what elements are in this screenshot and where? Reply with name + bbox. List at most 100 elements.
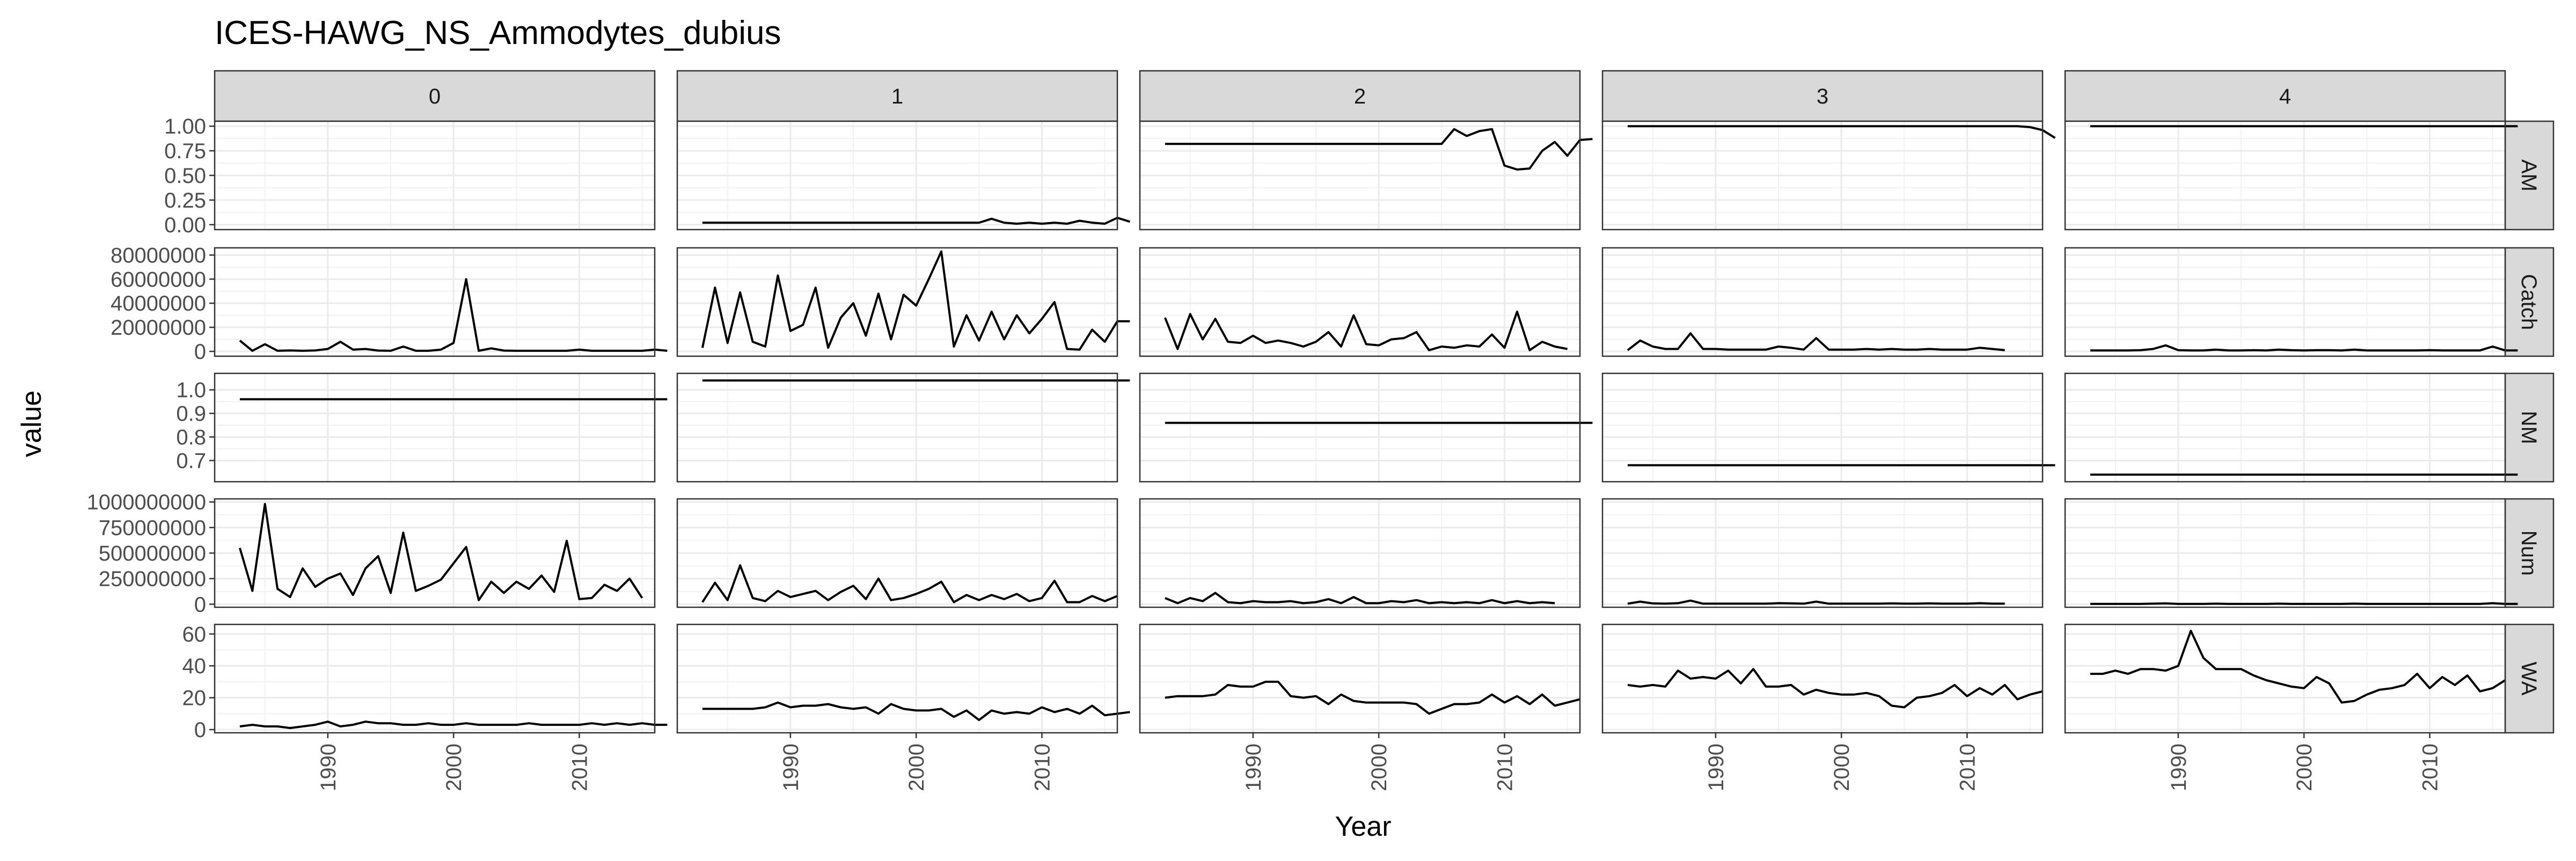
y-tick-label: 1.00 (164, 115, 206, 138)
panel-AM-4 (2064, 120, 2518, 231)
series-line-WA-0 (239, 720, 668, 730)
panel-border (676, 247, 1118, 357)
panel-AM-2 (1139, 120, 1593, 231)
panel-NM-3 (1601, 372, 2055, 483)
facet-strip-label-row-NM: NM (2517, 411, 2541, 444)
panel-border (1601, 120, 2044, 231)
series-line-AM-1 (702, 217, 1130, 225)
x-tick-label: 2010 (2418, 744, 2442, 791)
panel-border (214, 372, 656, 483)
facet-grid: 0 1 2 3 4AM0.000.250.500.751.00Catch02000000… (87, 70, 2555, 791)
panel-background (1140, 624, 1580, 733)
panel-AM-3 (1601, 120, 2056, 231)
y-tick-label: 500000000 (99, 542, 206, 565)
panel-border (1139, 498, 1581, 608)
panel-background (677, 248, 1117, 356)
panel-background (677, 373, 1117, 482)
facet-strip-row-NM (2504, 372, 2555, 483)
y-tick-label: 750000000 (99, 516, 206, 540)
panel-Num-4 (2064, 498, 2518, 608)
x-tick-label: 1990 (317, 744, 340, 791)
y-tick-label: 0.75 (164, 139, 206, 163)
facet-strip-col-0 (214, 70, 656, 122)
x-tick-label: 2010 (1030, 744, 1054, 791)
panel-border (676, 623, 1118, 734)
panel-Catch-2 (1139, 247, 1581, 357)
panel-WA-4 (2064, 623, 2506, 734)
panel-border (1601, 372, 2044, 483)
panel-border (1139, 372, 1581, 483)
panel-border (2064, 498, 2506, 608)
panel-background (215, 373, 655, 482)
panel-border (1139, 247, 1581, 357)
y-tick-label: 0.25 (164, 189, 206, 212)
panel-border (1139, 623, 1581, 734)
series-line-Catch-4 (2090, 344, 2518, 352)
panel-WA-2 (1139, 623, 1581, 734)
panel-NM-4 (2064, 372, 2518, 483)
x-tick-label: 1990 (1704, 744, 1728, 791)
series-line-Num-0 (238, 503, 643, 601)
x-tick-label: 1990 (779, 744, 803, 791)
series-line-WA-2 (1165, 680, 1580, 715)
series-line-WA-1 (702, 701, 1130, 722)
panel-background (215, 624, 655, 733)
y-tick-label: 40 (182, 654, 207, 678)
panel-WA-0 (214, 623, 668, 734)
panel-border (2064, 623, 2506, 734)
y-tick-label: 20 (182, 687, 207, 710)
panel-NM-1 (676, 372, 1130, 483)
y-axis-title: value (16, 391, 47, 457)
panel-background (215, 248, 655, 356)
y-tick-label: 0.9 (176, 402, 206, 426)
facet-strip-label-row-WA: WA (2517, 662, 2541, 696)
panel-NM-0 (214, 372, 668, 483)
panel-background (1602, 248, 2043, 356)
x-axis-title: Year (1335, 811, 1391, 842)
y-tick-label: 1000000000 (87, 491, 206, 514)
y-tick-label: 0.50 (164, 164, 206, 188)
panel-background (2065, 624, 2505, 733)
panel-border (676, 498, 1118, 608)
y-tick-label: 80000000 (111, 244, 206, 267)
chart-title: ICES-HAWG_NS_Ammodytes_dubius (215, 14, 781, 51)
panel-Catch-4 (2064, 247, 2518, 357)
facet-strip-row-Catch (2504, 247, 2555, 357)
facet-strip-label-col-3: 3 (1817, 85, 1828, 108)
facet-strip-label-row-AM: AM (2517, 159, 2541, 192)
panel-background (677, 624, 1117, 733)
facet-strip-label-col-1: 1 (891, 85, 903, 108)
series-line-Catch-2 (1164, 311, 1568, 351)
y-tick-label: 60000000 (111, 268, 206, 291)
panel-border (1601, 498, 2044, 608)
panel-NM-2 (1139, 372, 1593, 483)
facet-strip-col-3 (1601, 70, 2044, 122)
x-tick-label: 2000 (905, 744, 928, 791)
y-tick-label: 0 (194, 340, 206, 364)
panel-Num-0 (214, 498, 656, 608)
panel-border (214, 623, 656, 734)
y-tick-label: 0.7 (176, 449, 206, 473)
x-tick-label: 1990 (1242, 744, 1265, 791)
facet-strip-row-Num (2504, 498, 2555, 608)
y-tick-label: 1.0 (176, 379, 206, 402)
x-tick-label: 2000 (2293, 744, 2316, 791)
facet-strip-label-col-4: 4 (2279, 85, 2291, 108)
panel-Catch-3 (1601, 247, 2044, 357)
series-line-Num-2 (1165, 592, 1555, 605)
y-tick-label: 0.00 (164, 214, 206, 237)
panel-border (1601, 247, 2044, 357)
facet-strip-label-row-Catch: Catch (2517, 274, 2541, 330)
y-tick-label: 0 (194, 718, 206, 742)
x-tick-label: 2000 (1367, 744, 1391, 791)
x-tick-label: 2010 (568, 744, 591, 791)
y-tick-label: 0.8 (176, 426, 206, 450)
x-tick-label: 2000 (1830, 744, 1854, 791)
panel-border (676, 372, 1118, 483)
panel-AM-0 (214, 120, 656, 231)
panel-Catch-1 (676, 247, 1130, 357)
series-line-Num-3 (1627, 599, 2005, 605)
panel-WA-3 (1601, 623, 2044, 734)
y-tick-label: 20000000 (111, 316, 206, 340)
x-tick-label: 2010 (1956, 744, 1979, 791)
